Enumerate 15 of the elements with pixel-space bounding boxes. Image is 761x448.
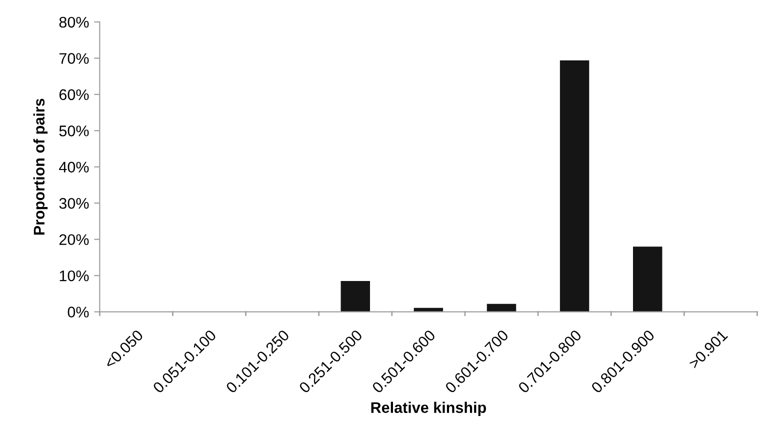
y-axis-title: Proportion of pairs bbox=[33, 98, 48, 235]
y-tick-label: 80% bbox=[59, 16, 89, 28]
y-tick-label: 10% bbox=[60, 270, 89, 282]
bar bbox=[633, 246, 662, 312]
bar bbox=[560, 60, 590, 312]
x-axis-title: Relative kinship bbox=[371, 402, 486, 416]
y-tick-label: 50% bbox=[59, 126, 89, 136]
y-tick-label: 0% bbox=[68, 306, 89, 318]
y-tick-label: 30% bbox=[59, 198, 89, 209]
bar bbox=[340, 281, 370, 312]
bar bbox=[486, 304, 516, 312]
y-tick-label: 20% bbox=[59, 234, 89, 246]
y-tick-label: 40% bbox=[59, 162, 89, 173]
y-tick-label: 70% bbox=[59, 53, 89, 64]
y-tick-label: 60% bbox=[59, 89, 89, 100]
